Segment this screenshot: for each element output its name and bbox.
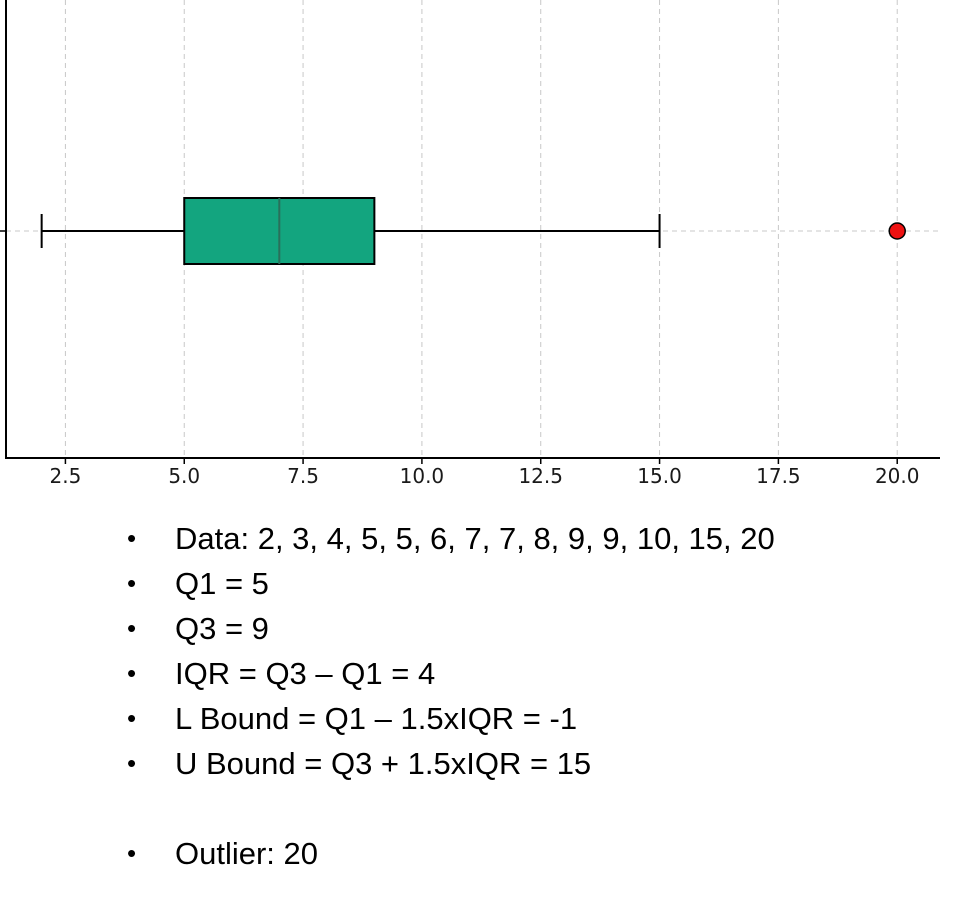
note-text: Outlier: 20 [175, 836, 319, 871]
x-tick-label: 15.0 [637, 464, 682, 488]
axes [5, 0, 940, 459]
bullet: • [127, 703, 137, 733]
x-tick-label: 7.5 [287, 464, 319, 488]
x-tick-label: 10.0 [400, 464, 445, 488]
note-text: L Bound = Q1 – 1.5xIQR = -1 [175, 701, 578, 736]
x-axis-ticks: 2.5 5.0 7.5 10.0 12.5 15.0 17.5 20.0 [0, 230, 920, 488]
x-tick-label: 2.5 [50, 464, 82, 488]
note-spacer [0, 786, 955, 831]
bullet: • [127, 523, 137, 553]
grid-lines [6, 0, 940, 458]
bullet: • [127, 568, 137, 598]
notes-list: • Data: 2, 3, 4, 5, 5, 6, 7, 7, 8, 9, 9, … [0, 516, 955, 876]
note-text: U Bound = Q3 + 1.5xIQR = 15 [175, 746, 592, 781]
bullet: • [127, 838, 137, 868]
plot-area [40, 197, 906, 265]
note-item: • Q3 = 9 [0, 606, 955, 651]
x-tick-label: 20.0 [875, 464, 920, 488]
x-tick-label: 12.5 [518, 464, 563, 488]
x-tick-label: 5.0 [168, 464, 200, 488]
note-item: • U Bound = Q3 + 1.5xIQR = 15 [0, 741, 955, 786]
note-item: • Outlier: 20 [0, 831, 955, 876]
bullet: • [127, 748, 137, 778]
note-item: • Q1 = 5 [0, 561, 955, 606]
boxplot-chart: 2.5 5.0 7.5 10.0 12.5 15.0 17.5 20.0 [0, 0, 940, 488]
note-text: Q1 = 5 [175, 566, 269, 601]
bullet: • [127, 613, 137, 643]
note-item: • IQR = Q3 – Q1 = 4 [0, 651, 955, 696]
x-tick-label: 17.5 [756, 464, 801, 488]
note-item: • L Bound = Q1 – 1.5xIQR = -1 [0, 696, 955, 741]
bullet: • [127, 658, 137, 688]
note-item: • Data: 2, 3, 4, 5, 5, 6, 7, 7, 8, 9, 9, … [0, 516, 955, 561]
outlier-point [888, 222, 906, 240]
note-text: Q3 = 9 [175, 611, 269, 646]
note-text: Data: 2, 3, 4, 5, 5, 6, 7, 7, 8, 9, 9, 1… [175, 521, 775, 556]
note-text: IQR = Q3 – Q1 = 4 [175, 656, 436, 691]
